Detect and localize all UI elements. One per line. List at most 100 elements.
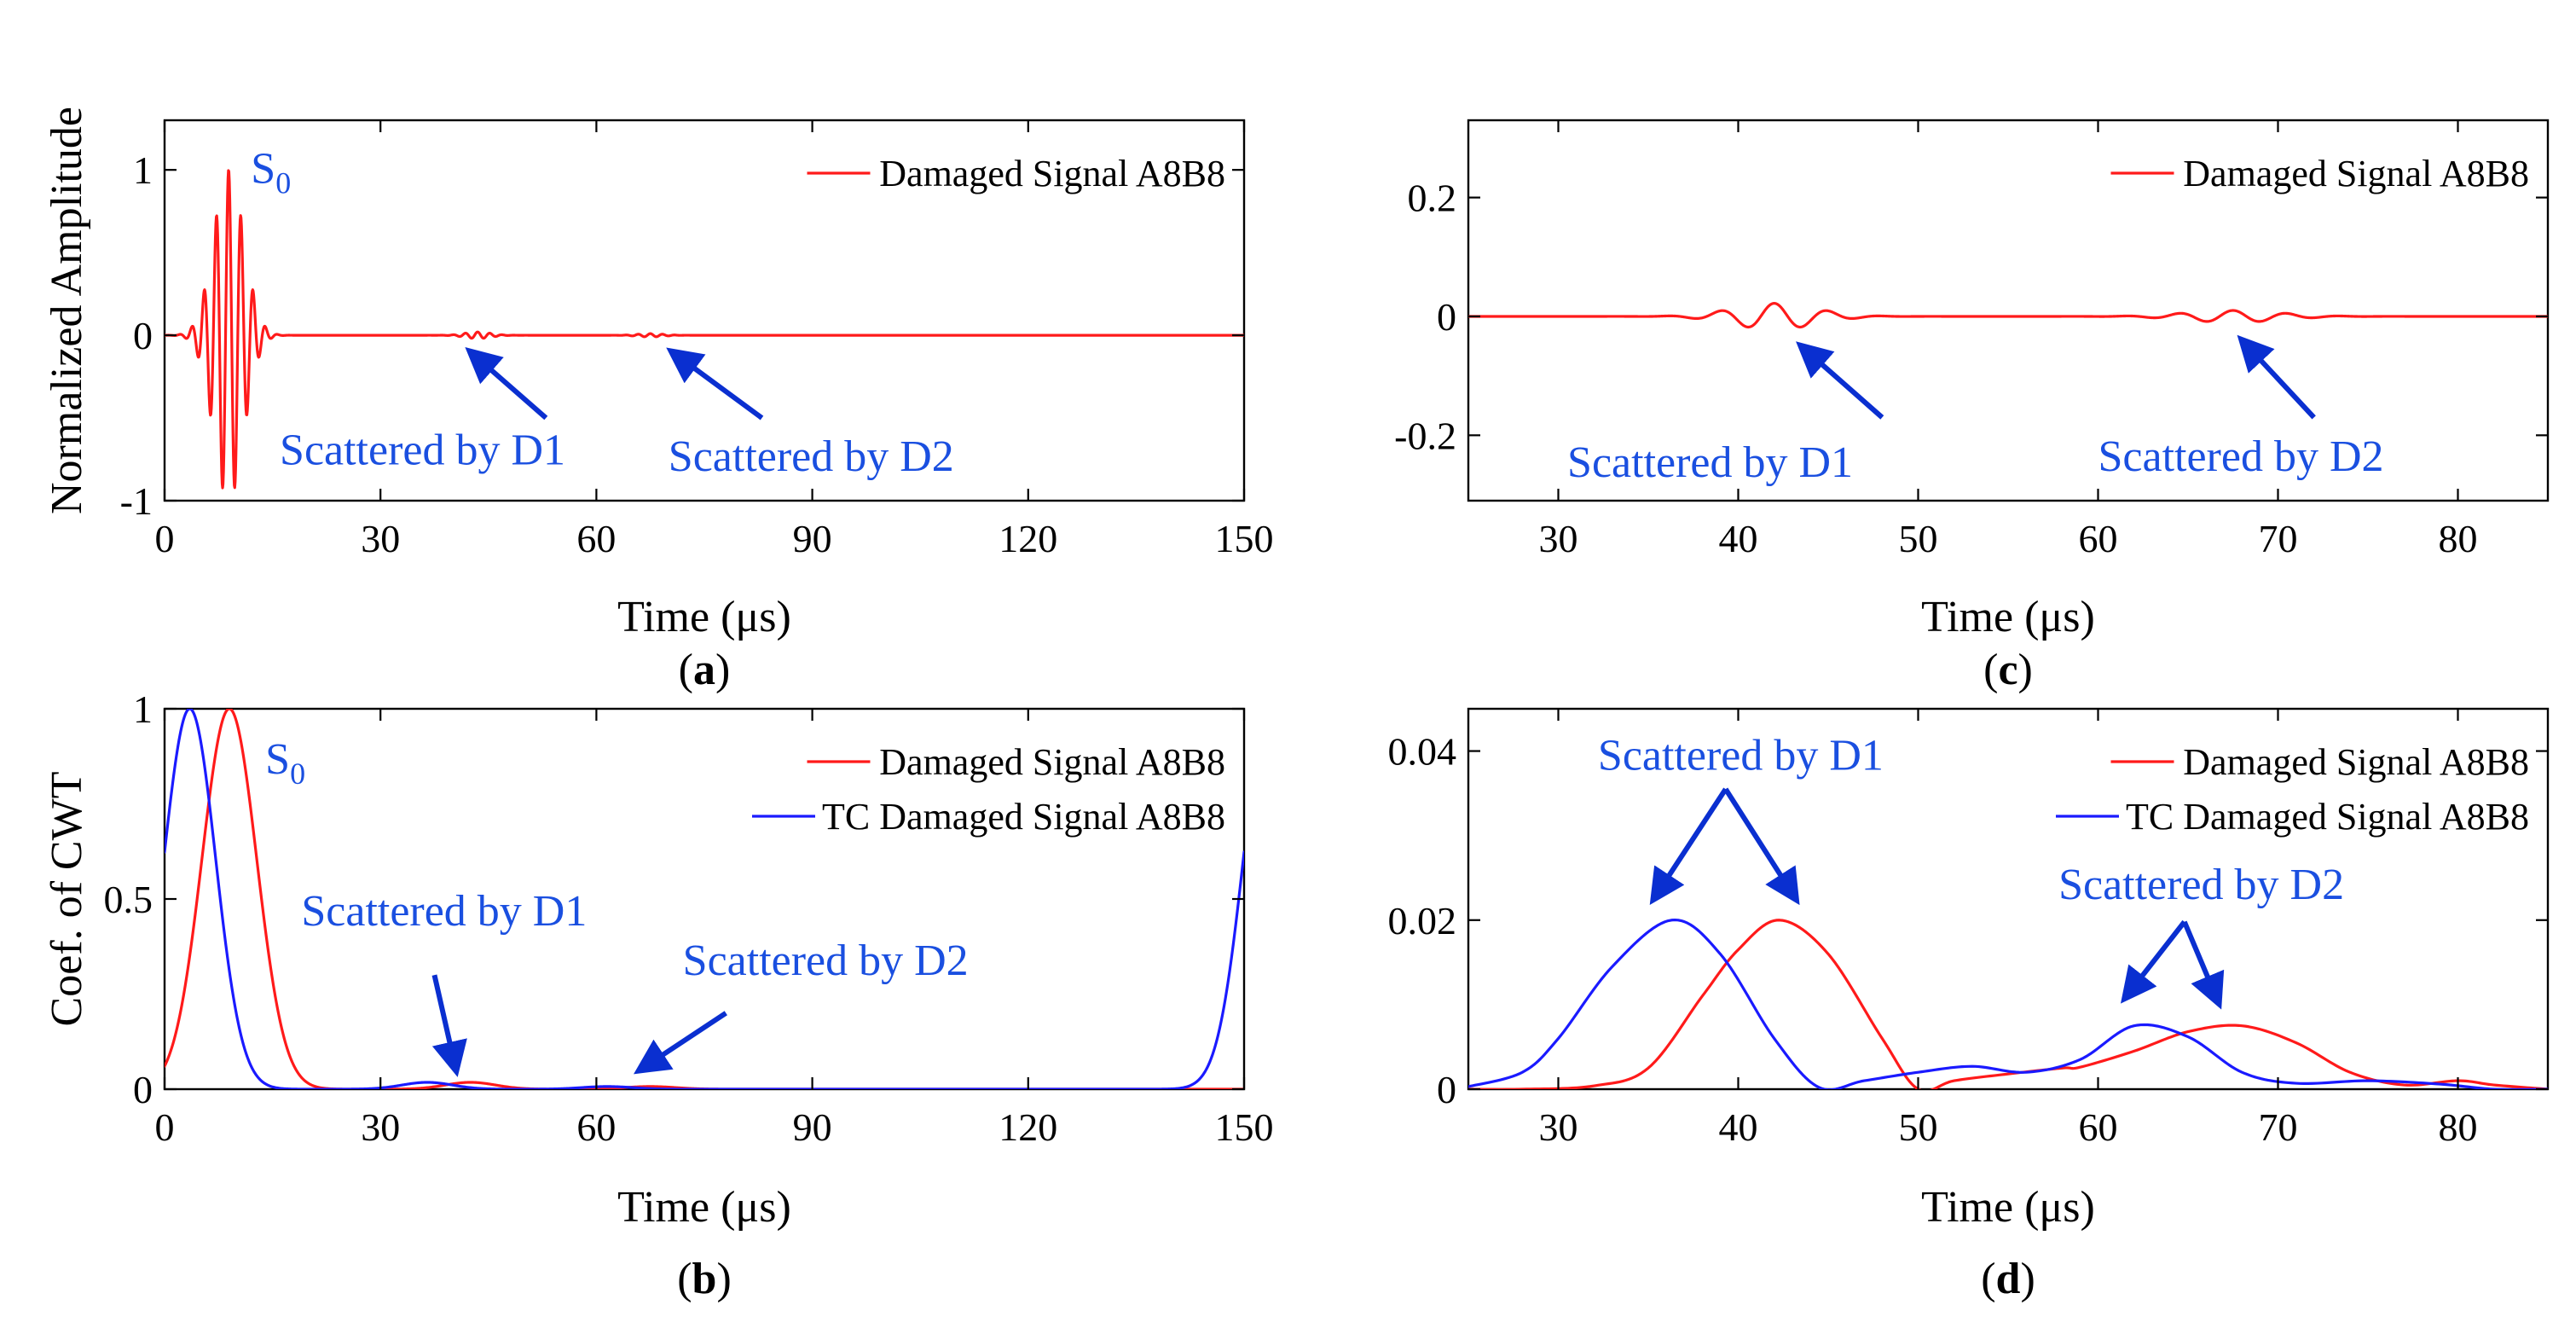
xlabel-c: Time (μs) [1921, 593, 2095, 641]
x-tick-label: 70 [2259, 517, 2298, 560]
annotation-label: S0 [265, 735, 305, 791]
x-tick-label: 70 [2259, 1105, 2298, 1149]
y-tick-label: 0 [1437, 295, 1456, 339]
series-b-blue [165, 709, 1244, 1089]
annotation-label: Scattered by D1 [301, 887, 587, 936]
panel-d: 30 40 50 60 70 80 0 0.02 0.04 Damaged Signal A8B… [1388, 707, 2550, 1303]
axes-frame-c [1467, 119, 2550, 502]
panel-letter-c: c [1998, 646, 2017, 694]
x-tick-label: 30 [1539, 517, 1578, 560]
legend-a: Damaged Signal A8B8 [807, 153, 1225, 194]
ticks-c: 30 40 50 60 70 80 -0.2 0 0.2 [1394, 120, 2548, 560]
x-tick-label: 40 [1719, 517, 1758, 560]
x-tick-label: 80 [2439, 517, 2478, 560]
annotation-main: S [265, 735, 290, 784]
axes-frame-d [1467, 707, 2550, 1091]
xlabel-a: Time (μs) [617, 593, 791, 641]
annotation-arrow [431, 974, 467, 1077]
x-tick-label: 60 [576, 1105, 616, 1149]
annotation-subscript: 0 [290, 757, 305, 791]
x-tick-label: 30 [361, 517, 400, 560]
series-d-red [1468, 919, 2548, 1089]
x-tick-label: 0 [155, 1105, 175, 1149]
legend-c: Damaged Signal A8B8 [2110, 153, 2529, 194]
panel-a: 0 30 60 90 120 150-101 Damaged Signal A8B8 S0… [43, 107, 1274, 694]
legend-d: Damaged Signal A8B8 TC Damaged Signal A8B… [2056, 741, 2529, 838]
x-tick-label: 150 [1215, 517, 1274, 560]
x-tick-label: 40 [1719, 1105, 1758, 1149]
axes-frame-a [163, 119, 1246, 502]
annotation-label: Scattered by D2 [2058, 861, 2344, 909]
annotation-arrow [2120, 919, 2187, 1004]
panel-c: 30 40 50 60 70 80 -0.2 0 0.2 Damaged Signal A8B8… [1394, 119, 2550, 694]
ylabel-a: Normalized Amplitude [43, 107, 91, 514]
y-tick-label: 0 [133, 314, 153, 357]
panel-label-d: (d) [1981, 1255, 2035, 1303]
xlabel-b: Time (μs) [617, 1183, 791, 1232]
annotation-arrow [1796, 341, 1884, 420]
legend-label: Damaged Signal A8B8 [879, 153, 1225, 194]
x-tick-label: 0 [155, 517, 175, 560]
ticks-b: 0 30 60 90 120 150 0 0.5 1 [104, 687, 1274, 1149]
annotation-arrow [1723, 787, 1800, 906]
y-tick-label: -0.2 [1394, 414, 1456, 457]
legend-label: TC Damaged Signal A8B8 [822, 796, 1225, 838]
x-tick-label: 150 [1215, 1105, 1274, 1149]
y-tick-label: 1 [133, 687, 153, 731]
legend-label: Damaged Signal A8B8 [2183, 741, 2529, 783]
panel-letter-b: b [692, 1255, 717, 1303]
legend-b: Damaged Signal A8B8 TC Damaged Signal A8B… [752, 741, 1225, 838]
annotation-main: S [251, 145, 275, 194]
y-tick-label: 0.2 [1408, 177, 1457, 220]
x-tick-label: 60 [2079, 1105, 2118, 1149]
legend-label: TC Damaged Signal A8B8 [2126, 796, 2529, 838]
panel-label-b: (b) [677, 1255, 732, 1303]
panel-letter-d: d [1996, 1255, 2021, 1303]
x-tick-label: 120 [999, 517, 1057, 560]
series-group-d [1468, 918, 2548, 1089]
x-tick-label: 50 [1899, 1105, 1938, 1149]
annotation-arrow [2237, 334, 2316, 420]
panel-label-a: (a) [679, 646, 731, 694]
series-a-red [165, 169, 1244, 490]
annotation-label: Scattered by D2 [683, 937, 969, 985]
annotation-label: Scattered by D2 [669, 432, 954, 481]
y-tick-label: 0 [133, 1068, 153, 1111]
ticks-a: 0 30 60 90 120 150-101 [120, 120, 1274, 560]
annotation-label: S0 [251, 145, 291, 200]
x-tick-label: 60 [2079, 517, 2118, 560]
annotations-a: S0 Scattered by D1 Scattered by D2 [251, 145, 954, 481]
annotation-arrow [666, 347, 764, 420]
xlabel-d: Time (μs) [1921, 1183, 2095, 1232]
annotations-c: Scattered by D1 Scattered by D2 [1567, 334, 2384, 487]
ylabel-b: Coef. of CWT [43, 772, 91, 1027]
annotation-label: Scattered by D1 [1598, 731, 1884, 780]
x-tick-label: 30 [361, 1105, 400, 1149]
annotation-arrow [634, 1011, 727, 1075]
annotation-arrow [2182, 920, 2225, 1010]
legend-label: Damaged Signal A8B8 [2183, 153, 2529, 194]
annotation-label: Scattered by D1 [1567, 438, 1853, 487]
panel-letter-a: a [693, 646, 715, 694]
annotations-b: S0 Scattered by D1 Scattered by D2 [265, 735, 969, 1077]
ticks-d: 30 40 50 60 70 80 0 0.02 0.04 [1388, 709, 2548, 1149]
series-group-a [165, 169, 1244, 490]
y-tick-label: 0.5 [104, 878, 153, 921]
annotation-label: Scattered by D1 [280, 426, 565, 474]
x-tick-label: 60 [576, 517, 616, 560]
y-tick-label: 1 [133, 148, 153, 192]
y-tick-label: -1 [120, 479, 153, 523]
series-c-red [1468, 302, 2548, 329]
annotation-label: Scattered by D2 [2098, 432, 2384, 481]
series-group-c [1468, 302, 2548, 329]
x-tick-label: 50 [1899, 517, 1938, 560]
x-tick-label: 120 [999, 1105, 1057, 1149]
x-tick-label: 80 [2439, 1105, 2478, 1149]
x-tick-label: 90 [793, 517, 832, 560]
panel-b: 0 30 60 90 120 150 0 0.5 1 Damaged Signal A8B8 TC… [43, 687, 1274, 1303]
annotation-arrow [465, 346, 548, 420]
x-tick-label: 90 [793, 1105, 832, 1149]
x-tick-label: 30 [1539, 1105, 1578, 1149]
panel-label-c: (c) [1983, 646, 2033, 694]
